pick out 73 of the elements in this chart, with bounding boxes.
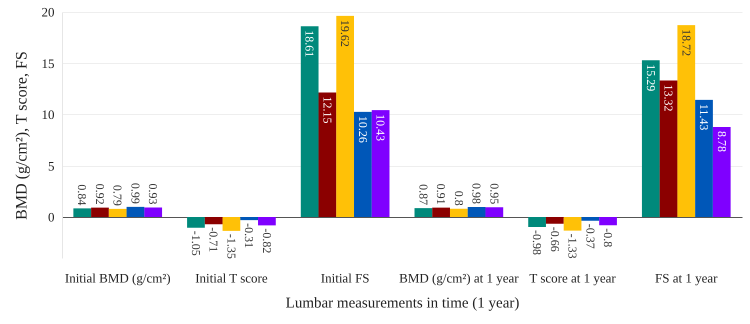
- bar: [677, 25, 696, 217]
- data-label: 11.43: [697, 104, 712, 130]
- data-label: 12.15: [320, 96, 334, 124]
- bar: [660, 80, 678, 217]
- bar: [695, 100, 713, 217]
- bar: [108, 208, 127, 217]
- bar: [354, 112, 372, 217]
- data-label: 0.93: [146, 183, 160, 204]
- bar: [528, 217, 546, 228]
- data-label: -1.05: [188, 230, 203, 256]
- x-tick-label: BMD (g/cm²) at 1 year: [399, 270, 520, 286]
- bar: [144, 207, 162, 217]
- bar: [432, 208, 450, 217]
- bar: [300, 26, 319, 217]
- bar: [318, 92, 336, 217]
- data-label: 19.62: [338, 20, 352, 47]
- data-label: -0.82: [260, 228, 274, 254]
- data-label: 8.78: [714, 131, 729, 152]
- data-label: -0.31: [242, 223, 256, 248]
- data-label: -1.35: [224, 234, 238, 259]
- x-axis-title: Lumbar measurements in time (1 year): [286, 296, 520, 312]
- data-label: 10.43: [374, 114, 388, 142]
- data-label: 15.29: [644, 64, 658, 92]
- data-label: 0.98: [470, 182, 484, 204]
- data-label: 18.61: [302, 30, 317, 58]
- x-tick-label: Initial BMD (g/cm²): [64, 270, 171, 286]
- data-label: 0.84: [75, 184, 90, 206]
- data-label: -0.98: [530, 230, 544, 256]
- data-label: 18.72: [679, 29, 694, 56]
- bar: [126, 206, 144, 217]
- x-tick-label: Initial FS: [320, 270, 370, 286]
- bar: [564, 217, 582, 231]
- bar: [187, 217, 205, 228]
- data-label: 0.92: [92, 184, 107, 205]
- data-label: 0.95: [487, 183, 502, 204]
- bar: [91, 208, 109, 217]
- bar: [599, 217, 617, 226]
- y-tick-label: 0: [48, 210, 54, 224]
- y-tick-label: 10: [42, 107, 54, 122]
- data-label: 13.32: [662, 84, 676, 112]
- bar: [222, 217, 240, 231]
- bar: [450, 208, 468, 217]
- data-label: -0.37: [583, 224, 598, 249]
- y-axis-title: BMD (g/cm²), T score, FS: [14, 51, 30, 220]
- x-tick-label: FS at 1 year: [655, 270, 718, 286]
- bar: [372, 110, 390, 217]
- data-label: 0.87: [416, 184, 430, 206]
- bar: [468, 206, 486, 217]
- data-label: -0.66: [548, 226, 562, 252]
- bar: [204, 217, 223, 224]
- y-tick-label: 5: [48, 158, 54, 174]
- data-label: 0.91: [434, 184, 448, 205]
- x-tick-label: T score at 1 year: [529, 270, 616, 286]
- bar: [73, 208, 92, 217]
- y-tick-label: 20: [42, 4, 54, 20]
- data-label: -0.71: [206, 227, 221, 252]
- y-tick-label: 15: [42, 56, 54, 71]
- bar: [414, 208, 432, 217]
- bar: [485, 207, 504, 217]
- x-tick-label: Initial T score: [195, 270, 268, 286]
- bar: [712, 127, 731, 217]
- bar: [642, 60, 660, 217]
- data-label: 10.26: [356, 116, 370, 143]
- bar: [581, 217, 600, 221]
- data-label: -0.8: [601, 228, 616, 248]
- data-label: 0.79: [110, 184, 125, 206]
- data-label: -1.33: [566, 234, 580, 259]
- bar: [546, 217, 564, 224]
- bar: [240, 217, 258, 220]
- data-label: 0.99: [128, 182, 142, 204]
- data-label: 0.8: [452, 190, 466, 206]
- bar: [336, 16, 354, 217]
- bar: [258, 217, 276, 226]
